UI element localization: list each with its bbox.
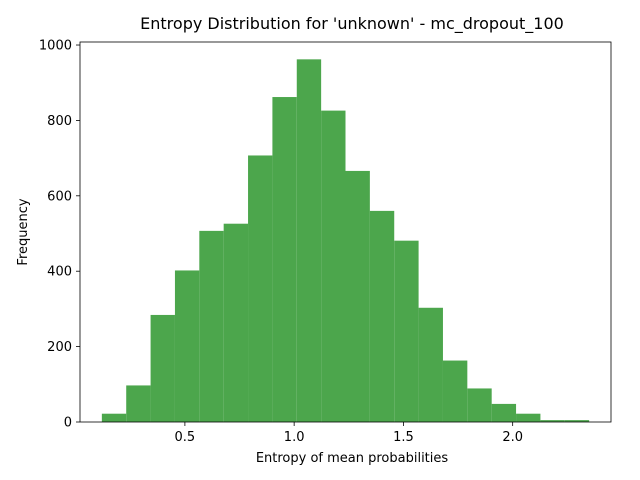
histogram-bar-5 (223, 223, 249, 422)
x-axis-label: Entropy of mean probabilities (256, 451, 449, 466)
y-axis-label: Frequency (16, 198, 31, 265)
x-tick-label: 1.5 (393, 430, 414, 445)
histogram-bar-14 (442, 360, 468, 422)
axes-group: 0.5 1.0 1.5 2.0 0 200 400 600 800 1000 (39, 39, 612, 445)
histogram-bar-0 (101, 413, 127, 422)
histogram-bar-13 (418, 307, 443, 422)
bars-group (101, 59, 590, 423)
histogram-bar-10 (345, 170, 370, 422)
histogram-bar-4 (199, 230, 224, 422)
x-tick-label: 2.0 (502, 430, 523, 445)
x-tick-label: 1.0 (284, 430, 305, 445)
histogram-bar-8 (296, 59, 322, 422)
y-tick-label: 1000 (39, 39, 72, 54)
histogram-bar-11 (369, 210, 395, 422)
chart-title: Entropy Distribution for 'unknown' - mc_… (140, 14, 564, 34)
histogram-bar-7 (272, 97, 297, 423)
histogram-bar-15 (467, 388, 492, 422)
histogram-bar-17 (516, 413, 541, 422)
histogram-bar-18 (540, 420, 565, 422)
y-tick-label: 0 (64, 416, 72, 431)
histogram-bar-12 (394, 240, 419, 422)
y-tick-label: 800 (47, 114, 72, 129)
histogram-bar-16 (491, 403, 517, 422)
y-tick-label: 600 (47, 189, 72, 204)
histogram-bar-6 (248, 155, 273, 422)
histogram-bar-3 (174, 270, 200, 422)
histogram-bar-2 (150, 314, 175, 422)
x-tick-label: 0.5 (175, 430, 196, 445)
histogram-bar-9 (321, 110, 346, 422)
histogram-bar-1 (126, 385, 151, 422)
y-tick-label: 400 (47, 265, 72, 280)
y-tick-label: 200 (47, 340, 72, 355)
plot-frame (79, 41, 612, 423)
histogram-bar-19 (564, 420, 590, 422)
